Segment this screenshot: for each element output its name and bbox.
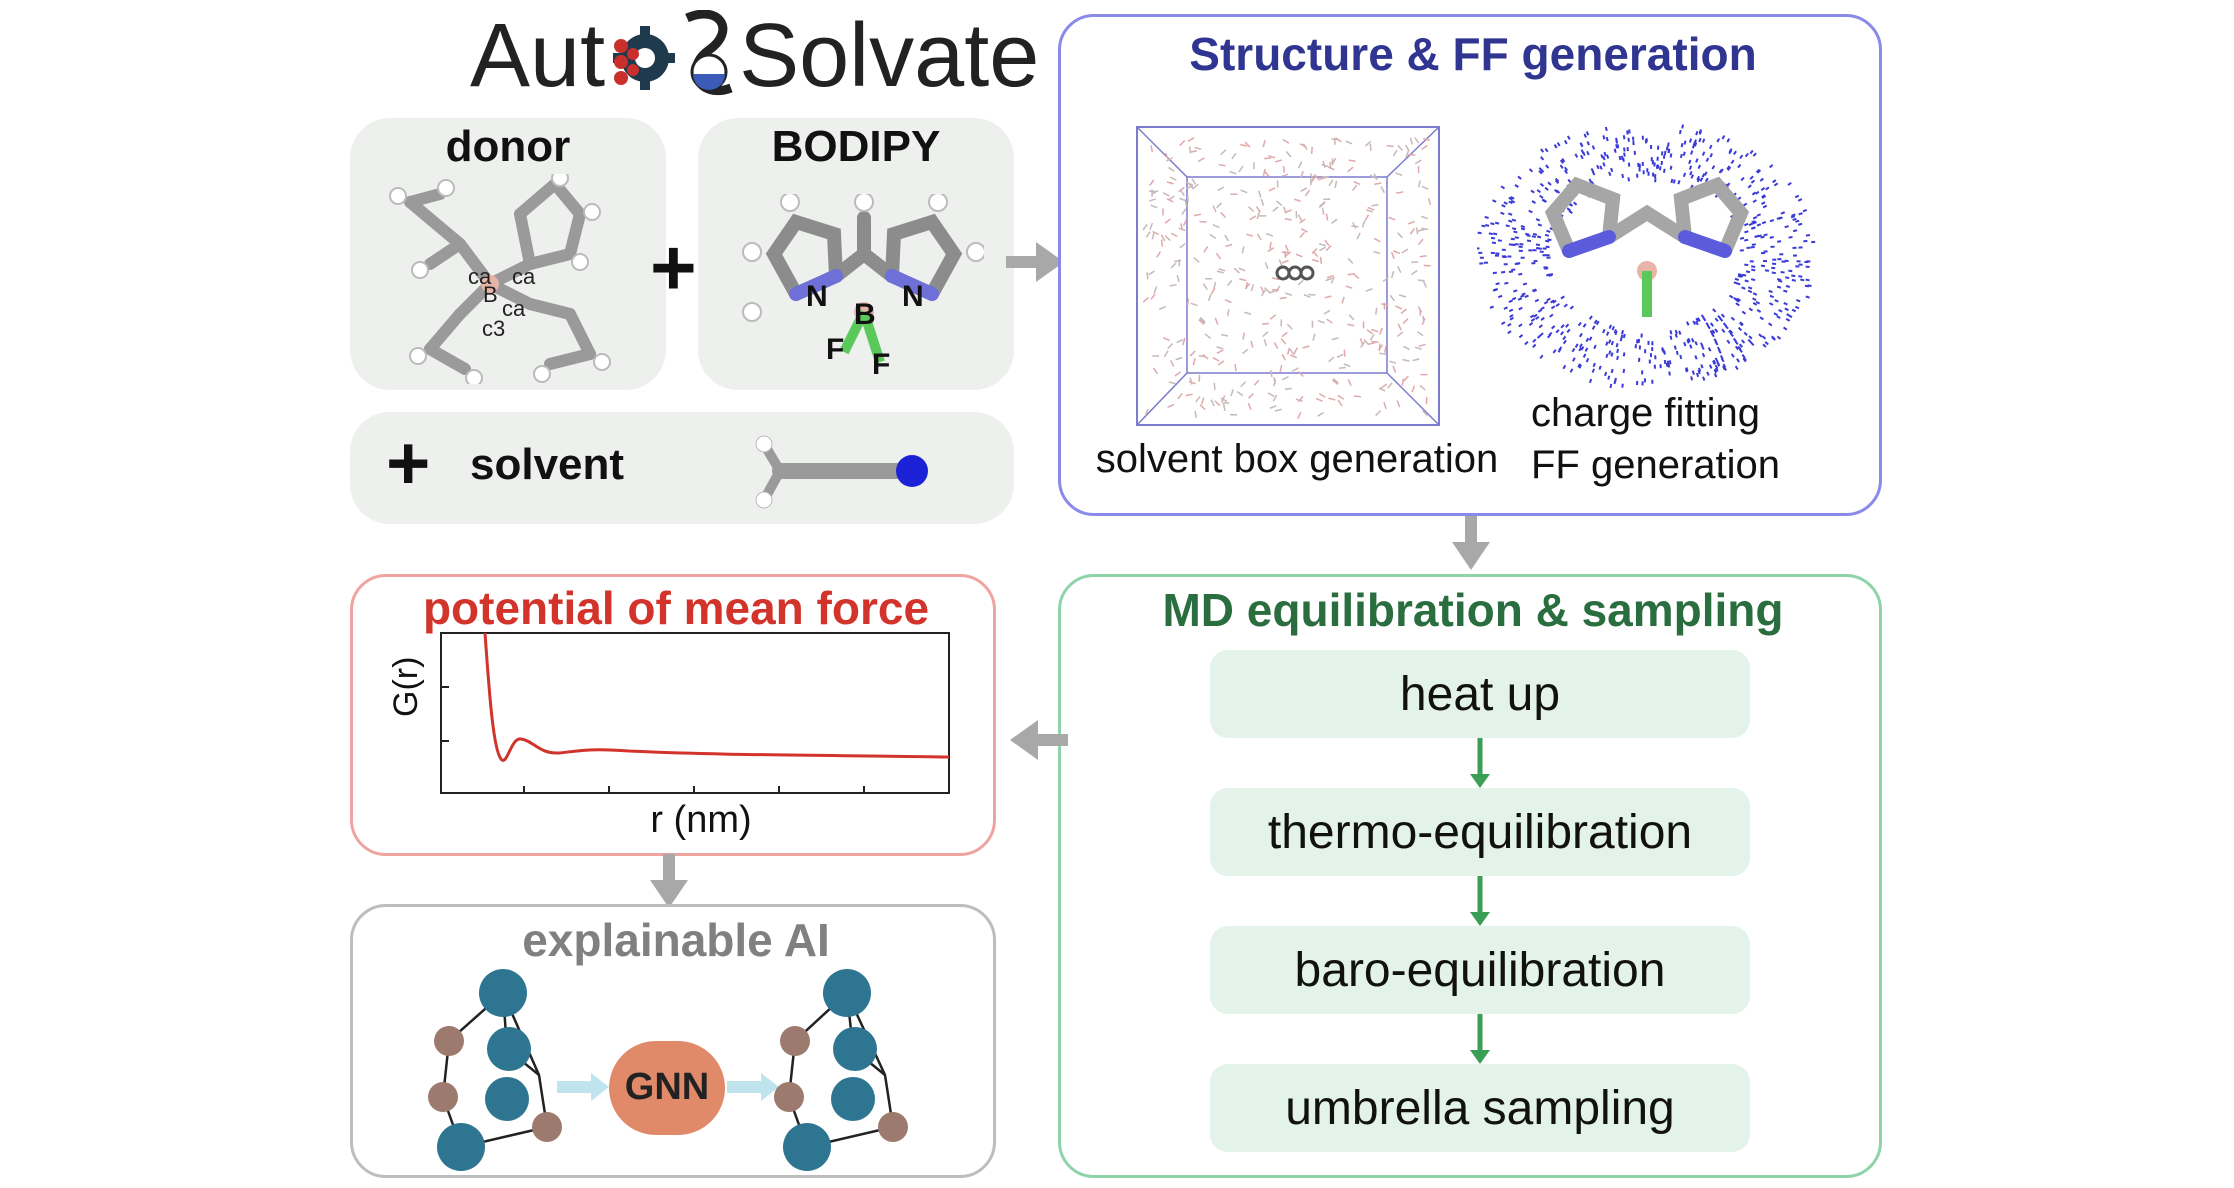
bodipy-atom-label: N [806,280,828,313]
donor-label: donor [445,122,571,171]
md-step-baro-equilibration: baro-equilibration [1210,926,1750,1014]
bodipy-label: BODIPY [771,122,941,171]
plus-sign: + [650,223,697,312]
arrow-down [1452,516,1490,570]
md-step-label: baro-equilibration [1294,943,1666,997]
pmf-box: potential of mean force G(r) r (nm) [350,574,996,856]
arrow-down-pmf [650,854,688,908]
donor-panel: donor ca [350,118,666,390]
md-step-label: umbrella sampling [1285,1081,1675,1135]
charge-fitting-caption: charge fitting FF generation [1531,387,1780,491]
donor-atom-label: ca [502,296,526,321]
solvent-box-caption: solvent box generation [1095,437,1499,481]
donor-atom-label: B [483,282,498,307]
acetonitrile-molecule [755,435,928,509]
gnn-label: GNN [625,1066,709,1108]
arrow-right [1006,242,1064,282]
xai-box: explainable AI GNN [350,904,996,1178]
md-step-label: thermo-equilibration [1267,805,1693,859]
bodipy-molecule: N B N F F [742,194,984,381]
md-title: MD equilibration & sampling [1162,584,1784,636]
pmf-title: potential of mean force [422,582,930,634]
donor-molecule: ca ca B ca c3 [389,174,611,384]
solvent-box-image [1136,126,1440,426]
gnn-diagram: GNN [428,969,908,1171]
md-step-label: heat up [1399,667,1561,721]
pmf-plot [440,632,950,794]
bodipy-atom-label: F [826,333,844,366]
charge-caption-line1: charge fitting [1531,391,1761,435]
md-step-thermo-equilibration: thermo-equilibration [1210,788,1750,876]
charge-fitting-image [1477,124,1816,389]
pmf-xlabel: r (nm) [650,799,752,841]
pmf-ylabel: G(r) [387,656,425,717]
bodipy-atom-label: B [854,298,876,331]
md-step-umbrella-sampling: umbrella sampling [1210,1064,1750,1152]
donor-atom-label: c3 [482,316,505,341]
md-step-arrows [1470,738,1490,1064]
charge-caption-line2: FF generation [1531,443,1781,487]
solvent-plus-sign: + [386,421,431,506]
donor-atom-label: ca [468,264,492,289]
structure-ff-title: Structure & FF generation [1189,28,1757,80]
gear-icon [613,26,676,90]
bodipy-panel: BODIPY N B N F F [698,118,1014,390]
autosolvate-logo: Aut Solvate [470,6,1039,106]
md-step-heat-up: heat up [1210,650,1750,738]
arrow-left [1010,720,1068,760]
bodipy-atom-label: N [902,280,924,313]
solvent-panel: + solvent [350,412,1014,524]
structure-ff-box: Structure & FF generation solvent box ge… [1058,14,1882,516]
bodipy-atom-label: F [872,348,890,381]
gnn-blob [609,1041,725,1135]
solvent-label: solvent [470,440,625,489]
logo-text-left: Aut [470,5,606,106]
logo-text-right: Solvate [739,5,1040,106]
donor-atom-label: ca [512,264,536,289]
xai-title: explainable AI [522,914,830,966]
flask-icon [685,10,733,96]
